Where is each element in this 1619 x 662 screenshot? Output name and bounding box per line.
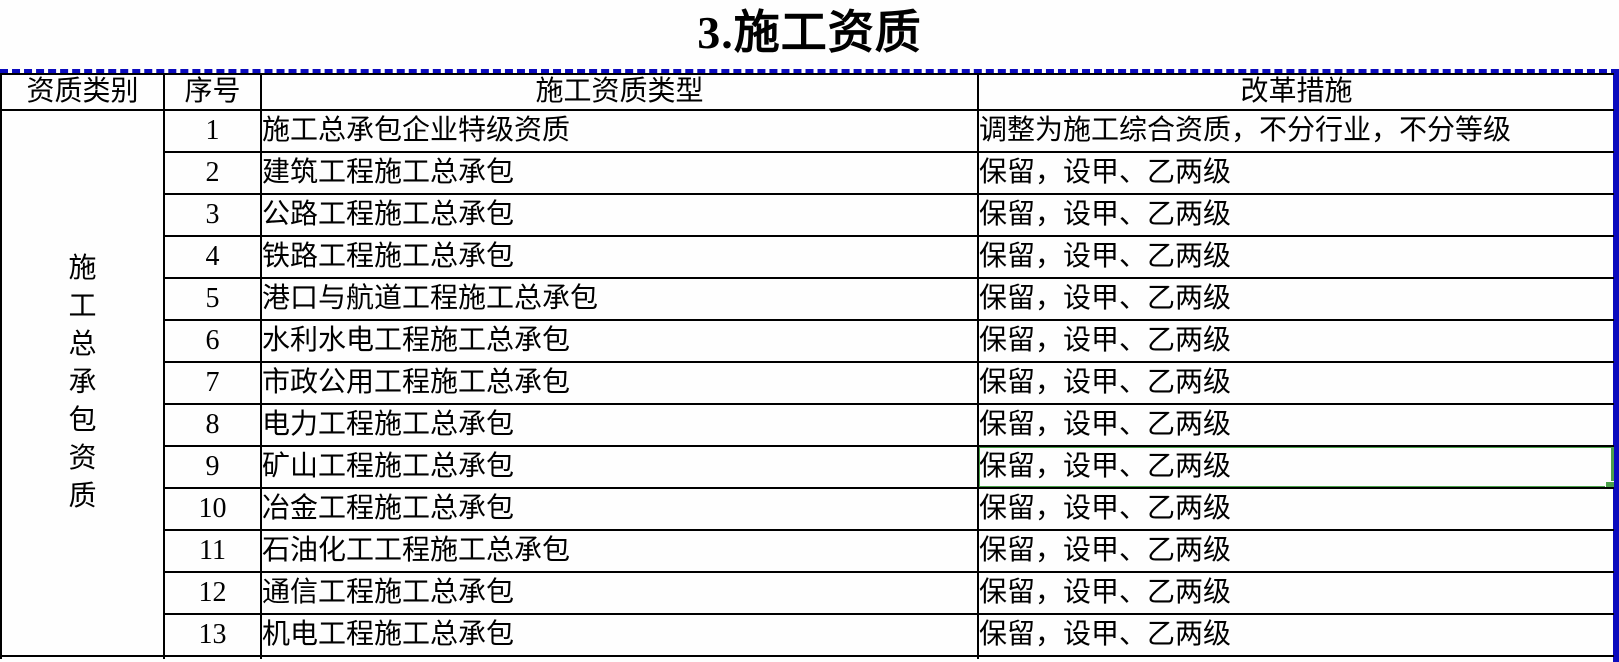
cell-measure[interactable]: 保留，设甲、乙两级	[977, 193, 1614, 237]
cell-type[interactable]: 矿山工程施工总承包	[260, 445, 979, 489]
cell-no[interactable]: 13	[163, 613, 262, 657]
table-row: 12 通信工程施工总承包 保留，设甲、乙两级	[1, 571, 1614, 615]
cell-empty[interactable]	[0, 655, 165, 659]
partial-next-row	[0, 655, 1614, 659]
cell-no[interactable]: 10	[163, 487, 262, 531]
cell-type[interactable]: 市政公用工程施工总承包	[260, 361, 979, 405]
cell-measure[interactable]: 保留，设甲、乙两级	[977, 529, 1614, 573]
header-type[interactable]: 施工资质类型	[260, 73, 979, 111]
header-row: 资质类别 序号 施工资质类型 改革措施	[0, 73, 1614, 111]
cell-measure[interactable]: 保留，设甲、乙两级	[977, 319, 1614, 363]
header-measure[interactable]: 改革措施	[977, 73, 1614, 111]
cell-no[interactable]: 4	[163, 235, 262, 279]
cell-measure[interactable]: 保留，设甲、乙两级	[977, 403, 1614, 447]
table-row: 2 建筑工程施工总承包 保留，设甲、乙两级	[1, 151, 1614, 195]
table-row: 8 电力工程施工总承包 保留，设甲、乙两级	[1, 403, 1614, 447]
header-no[interactable]: 序号	[163, 73, 262, 111]
cell-empty[interactable]	[163, 655, 262, 659]
cell-measure-selected[interactable]: 保留，设甲、乙两级	[977, 445, 1614, 489]
cell-type[interactable]: 建筑工程施工总承包	[260, 151, 979, 195]
cell-type[interactable]: 港口与航道工程施工总承包	[260, 277, 979, 321]
cell-type[interactable]: 机电工程施工总承包	[260, 613, 979, 657]
table-row: 3 公路工程施工总承包 保留，设甲、乙两级	[1, 193, 1614, 237]
cell-measure[interactable]: 保留，设甲、乙两级	[977, 613, 1614, 657]
table-row: 9 矿山工程施工总承包 保留，设甲、乙两级	[1, 445, 1614, 489]
table-row: 11 石油化工工程施工总承包 保留，设甲、乙两级	[1, 529, 1614, 573]
cell-no[interactable]: 11	[163, 529, 262, 573]
cell-type[interactable]: 施工总承包企业特级资质	[260, 109, 979, 153]
cell-measure[interactable]: 保留，设甲、乙两级	[977, 487, 1614, 531]
table-row: 施工总承包资质 1 施工总承包企业特级资质 调整为施工综合资质，不分行业，不分等…	[0, 109, 1614, 657]
cell-no[interactable]: 12	[163, 571, 262, 615]
cell-no[interactable]: 7	[163, 361, 262, 405]
cell-type[interactable]: 水利水电工程施工总承包	[260, 319, 979, 363]
cell-type[interactable]: 电力工程施工总承包	[260, 403, 979, 447]
table-row: 5 港口与航道工程施工总承包 保留，设甲、乙两级	[1, 277, 1614, 321]
cell-measure[interactable]: 保留，设甲、乙两级	[977, 361, 1614, 405]
table-row: 7 市政公用工程施工总承包 保留，设甲、乙两级	[1, 361, 1614, 405]
header-category[interactable]: 资质类别	[0, 73, 165, 111]
cell-measure[interactable]: 调整为施工综合资质，不分行业，不分等级	[977, 109, 1614, 153]
cell-no[interactable]: 9	[163, 445, 262, 489]
selection-border	[980, 448, 1614, 486]
cell-type[interactable]: 铁路工程施工总承包	[260, 235, 979, 279]
table-row: 13 机电工程施工总承包 保留，设甲、乙两级	[1, 613, 1614, 657]
cell-type[interactable]: 公路工程施工总承包	[260, 193, 979, 237]
cell-measure[interactable]: 保留，设甲、乙两级	[977, 235, 1614, 279]
table-row: 10 冶金工程施工总承包 保留，设甲、乙两级	[1, 487, 1614, 531]
table-row: 4 铁路工程施工总承包 保留，设甲、乙两级	[1, 235, 1614, 279]
cell-measure[interactable]: 保留，设甲、乙两级	[977, 151, 1614, 195]
cell-no[interactable]: 6	[163, 319, 262, 363]
selection-fill-handle[interactable]	[1605, 481, 1614, 486]
cell-no[interactable]: 1	[163, 109, 262, 153]
cell-empty[interactable]	[260, 655, 979, 659]
cell-no[interactable]: 5	[163, 277, 262, 321]
page-title: 3.施工资质	[697, 7, 922, 58]
category-vertical-label: 施工总承包资质	[68, 253, 97, 512]
category-merged-cell[interactable]: 施工总承包资质	[0, 109, 165, 657]
page-break-line-vertical	[1613, 69, 1619, 662]
table-row: 6 水利水电工程施工总承包 保留，设甲、乙两级	[1, 319, 1614, 363]
cell-type[interactable]: 石油化工工程施工总承包	[260, 529, 979, 573]
qualification-table: 资质类别 序号 施工资质类型 改革措施 施工总承包资质 1 施工总承包企业特级资…	[0, 73, 1614, 659]
page-break-line-horizontal	[0, 69, 1619, 73]
cell-type[interactable]: 冶金工程施工总承包	[260, 487, 979, 531]
cell-measure[interactable]: 保留，设甲、乙两级	[977, 571, 1614, 615]
cell-empty[interactable]	[977, 655, 1614, 659]
cell-type[interactable]: 通信工程施工总承包	[260, 571, 979, 615]
cell-measure[interactable]: 保留，设甲、乙两级	[977, 277, 1614, 321]
cell-no[interactable]: 3	[163, 193, 262, 237]
cell-no[interactable]: 2	[163, 151, 262, 195]
cell-no[interactable]: 8	[163, 403, 262, 447]
